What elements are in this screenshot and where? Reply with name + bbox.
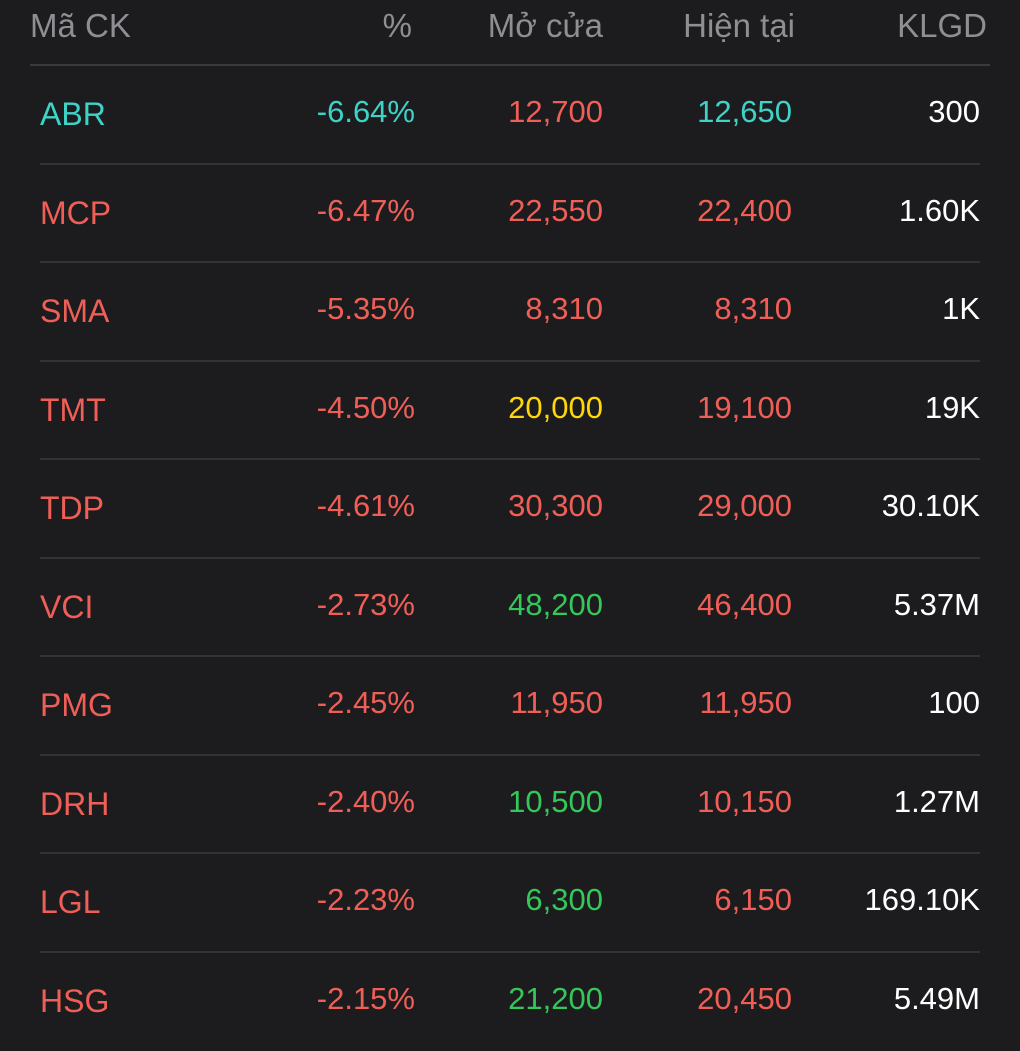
percent-cell: -4.61%: [317, 486, 415, 526]
open-price-cell: 8,310: [525, 289, 603, 329]
table-row[interactable]: LGL -2.23% 6,300 6,150 169.10K: [0, 854, 1020, 953]
symbol-cell: SMA: [40, 291, 240, 331]
percent-cell: -2.73%: [317, 585, 415, 625]
open-price-cell: 11,950: [510, 683, 603, 723]
current-price-cell: 8,310: [714, 289, 792, 329]
symbol-cell: DRH: [40, 784, 240, 824]
current-price-cell: 12,650: [697, 92, 792, 132]
open-price-cell: 48,200: [508, 585, 603, 625]
table-row[interactable]: VCI -2.73% 48,200 46,400 5.37M: [0, 559, 1020, 658]
column-header-volume[interactable]: KLGD: [897, 4, 987, 48]
open-price-cell: 30,300: [508, 486, 603, 526]
percent-cell: -2.15%: [317, 979, 415, 1019]
current-price-cell: 20,450: [697, 979, 792, 1019]
percent-cell: -5.35%: [317, 289, 415, 329]
open-price-cell: 21,200: [508, 979, 603, 1019]
table-row[interactable]: PMG -2.45% 11,950 11,950 100: [0, 657, 1020, 756]
symbol-cell: LGL: [40, 882, 240, 922]
current-price-cell: 22,400: [697, 191, 792, 231]
column-header-percent[interactable]: %: [383, 4, 412, 48]
percent-cell: -2.23%: [317, 880, 415, 920]
symbol-cell: ABR: [40, 94, 240, 134]
percent-cell: -2.45%: [317, 683, 415, 723]
table-row[interactable]: ABR -6.64% 12,700 12,650 300: [0, 66, 1020, 165]
volume-cell: 1K: [942, 289, 980, 329]
open-price-cell: 12,700: [508, 92, 603, 132]
open-price-cell: 22,550: [508, 191, 603, 231]
current-price-cell: 46,400: [697, 585, 792, 625]
percent-cell: -4.50%: [317, 388, 415, 428]
volume-cell: 5.37M: [894, 585, 980, 625]
current-price-cell: 19,100: [697, 388, 792, 428]
symbol-cell: TDP: [40, 488, 240, 528]
table-row[interactable]: TDP -4.61% 30,300 29,000 30.10K: [0, 460, 1020, 559]
column-header-current[interactable]: Hiện tại: [683, 4, 795, 48]
current-price-cell: 6,150: [714, 880, 792, 920]
volume-cell: 5.49M: [894, 979, 980, 1019]
volume-cell: 19K: [925, 388, 980, 428]
symbol-cell: MCP: [40, 193, 240, 233]
volume-cell: 300: [928, 92, 980, 132]
table-row[interactable]: DRH -2.40% 10,500 10,150 1.27M: [0, 756, 1020, 855]
table-row[interactable]: SMA -5.35% 8,310 8,310 1K: [0, 263, 1020, 362]
percent-cell: -6.64%: [317, 92, 415, 132]
volume-cell: 100: [928, 683, 980, 723]
table-row[interactable]: HSG -2.15% 21,200 20,450 5.49M: [0, 953, 1020, 1051]
open-price-cell: 6,300: [525, 880, 603, 920]
percent-cell: -2.40%: [317, 782, 415, 822]
table-row[interactable]: MCP -6.47% 22,550 22,400 1.60K: [0, 165, 1020, 264]
symbol-cell: HSG: [40, 981, 240, 1021]
column-header-open[interactable]: Mở cửa: [488, 4, 603, 48]
column-header-symbol[interactable]: Mã CK: [30, 4, 131, 48]
table-header: Mã CK % Mở cửa Hiện tại KLGD: [0, 0, 1020, 64]
current-price-cell: 11,950: [699, 683, 792, 723]
volume-cell: 169.10K: [865, 880, 981, 920]
volume-cell: 30.10K: [882, 486, 980, 526]
current-price-cell: 29,000: [697, 486, 792, 526]
open-price-cell: 20,000: [508, 388, 603, 428]
symbol-cell: VCI: [40, 587, 240, 627]
percent-cell: -6.47%: [317, 191, 415, 231]
volume-cell: 1.27M: [894, 782, 980, 822]
symbol-cell: TMT: [40, 390, 240, 430]
volume-cell: 1.60K: [899, 191, 980, 231]
current-price-cell: 10,150: [697, 782, 792, 822]
open-price-cell: 10,500: [508, 782, 603, 822]
symbol-cell: PMG: [40, 685, 240, 725]
table-row[interactable]: TMT -4.50% 20,000 19,100 19K: [0, 362, 1020, 461]
stock-list: ABR -6.64% 12,700 12,650 300 MCP -6.47% …: [0, 66, 1020, 1051]
